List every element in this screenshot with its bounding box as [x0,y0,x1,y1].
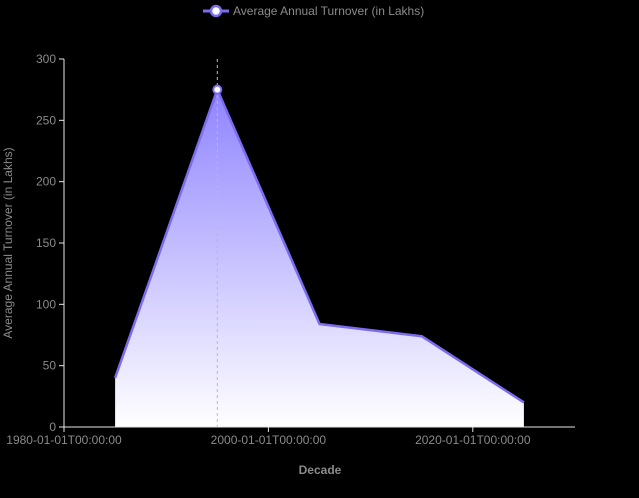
y-tick-label: 100 [36,297,56,311]
series-line [113,88,525,404]
series-area-fill [115,89,524,428]
y-tick-label: 0 [49,420,56,434]
y-tick-label: 200 [36,175,56,189]
x-axis-title: Decade [299,463,342,477]
plot-area [112,59,527,428]
y-tick-label: 50 [43,359,57,373]
data-point[interactable] [317,321,323,327]
legend[interactable]: Average Annual Turnover (in Lakhs) [203,4,424,18]
y-tick-label: 150 [36,236,56,250]
y-axis-title: Average Annual Turnover (in Lakhs) [1,147,15,338]
data-point[interactable] [419,333,425,339]
x-tick-label: 2000-01-01T00:00:00 [211,433,327,447]
legend-point-marker [209,4,223,18]
y-tick-label: 250 [36,113,56,127]
data-point[interactable] [521,399,527,405]
axes: 0 50 100 150 200 250 300 1980-01-01T00:00:00 200… [6,52,575,447]
data-point[interactable] [112,375,118,381]
data-point[interactable] [212,84,223,95]
legend-label: Average Annual Turnover (in Lakhs) [233,4,424,18]
x-tick-label: 1980-01-01T00:00:00 [6,433,122,447]
y-tick-label: 300 [36,52,56,66]
x-tick-label: 2020-01-01T00:00:00 [415,433,531,447]
